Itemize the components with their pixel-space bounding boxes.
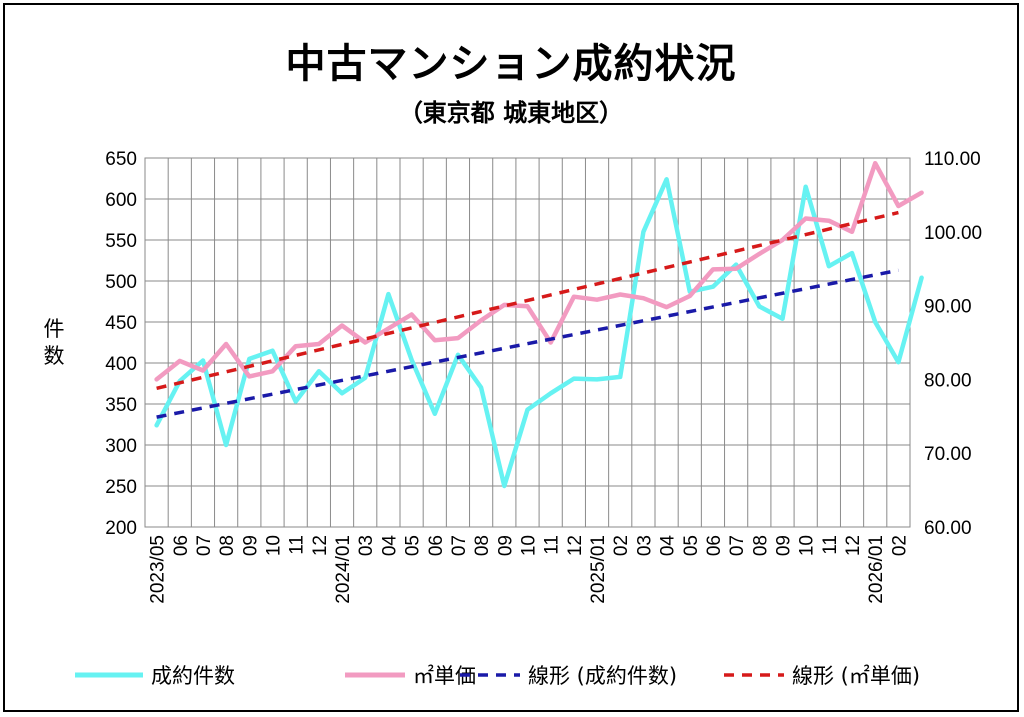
x-tick-label: 2023/05 xyxy=(148,535,169,604)
y2-tick-label: 60.00 xyxy=(924,518,972,539)
y-tick-label: 400 xyxy=(105,354,137,375)
y2-tick-label: 80.00 xyxy=(924,370,972,391)
x-tick-label: 08 xyxy=(217,535,238,556)
chart-subtitle: （東京都 城東地区） xyxy=(398,99,624,127)
y2-tick-label: 90.00 xyxy=(924,297,972,318)
legend-label-3: 線形 (㎡単価) xyxy=(792,664,920,688)
x-tick-label: 04 xyxy=(658,535,679,557)
x-tick-label: 03 xyxy=(634,535,655,556)
chart-title: 中古マンション成約状況 xyxy=(285,41,737,87)
x-tick-label: 2026/01 xyxy=(866,535,887,604)
x-tick-label: 06 xyxy=(426,535,447,556)
x-tick-label: 07 xyxy=(449,535,470,556)
x-tick-label: 09 xyxy=(774,535,795,556)
x-tick-label: 08 xyxy=(472,535,493,556)
x-tick-label: 09 xyxy=(240,535,261,556)
series-line-2 xyxy=(156,268,899,419)
x-tick-label: 02 xyxy=(611,535,632,556)
y-tick-label: 500 xyxy=(105,272,137,293)
y-tick-label: 550 xyxy=(105,231,137,252)
x-tick-label: 04 xyxy=(379,535,400,557)
x-tick-label: 05 xyxy=(681,535,702,556)
y2-tick-label: 100.00 xyxy=(924,223,982,244)
x-tick-label: 11 xyxy=(287,535,308,555)
x-tick-label: 09 xyxy=(495,535,516,556)
chart-frame: 中古マンション成約状況 （東京都 城東地区） xyxy=(3,3,1019,712)
y2-tick-label: 110.00 xyxy=(924,149,981,170)
y-tick-label: 600 xyxy=(105,190,137,211)
x-tick-label: 10 xyxy=(519,535,540,556)
x-tick-label: 2024/01 xyxy=(333,535,354,604)
x-tick-label: 2025/01 xyxy=(588,535,609,604)
x-tick-label: 02 xyxy=(889,535,910,556)
x-tick-label: 03 xyxy=(356,535,377,556)
x-tick-label: 10 xyxy=(264,535,285,556)
x-tick-label: 05 xyxy=(403,535,424,556)
legend-label-2: 線形 (成約件数) xyxy=(528,664,677,688)
y-tick-label: 300 xyxy=(105,436,137,457)
x-tick-label: 12 xyxy=(565,535,586,556)
x-tick-label: 07 xyxy=(727,535,748,556)
x-tick-label: 12 xyxy=(843,535,864,556)
x-tick-label: 12 xyxy=(310,535,331,556)
x-tick-label: 11 xyxy=(820,535,841,555)
series-line-3 xyxy=(156,210,899,391)
x-tick-label: 07 xyxy=(194,535,215,556)
y2-tick-label: 70.00 xyxy=(924,444,972,465)
y-tick-label: 650 xyxy=(105,149,137,170)
y-tick-label: 250 xyxy=(105,477,137,498)
x-tick-label: 10 xyxy=(797,535,818,556)
y-tick-label: 450 xyxy=(105,313,137,334)
series-line-0 xyxy=(154,177,924,489)
y-tick-label: 200 xyxy=(105,518,137,539)
x-tick-label: 08 xyxy=(750,535,771,556)
x-tick-label: 06 xyxy=(171,535,192,556)
y-tick-label: 350 xyxy=(105,395,137,416)
y-axis-label: 件 xyxy=(44,317,65,341)
x-tick-label: 11 xyxy=(542,535,563,555)
legend-label-0: 成約件数 xyxy=(151,664,235,688)
x-tick-label: 06 xyxy=(704,535,725,556)
y-axis-label: 数 xyxy=(44,344,65,368)
